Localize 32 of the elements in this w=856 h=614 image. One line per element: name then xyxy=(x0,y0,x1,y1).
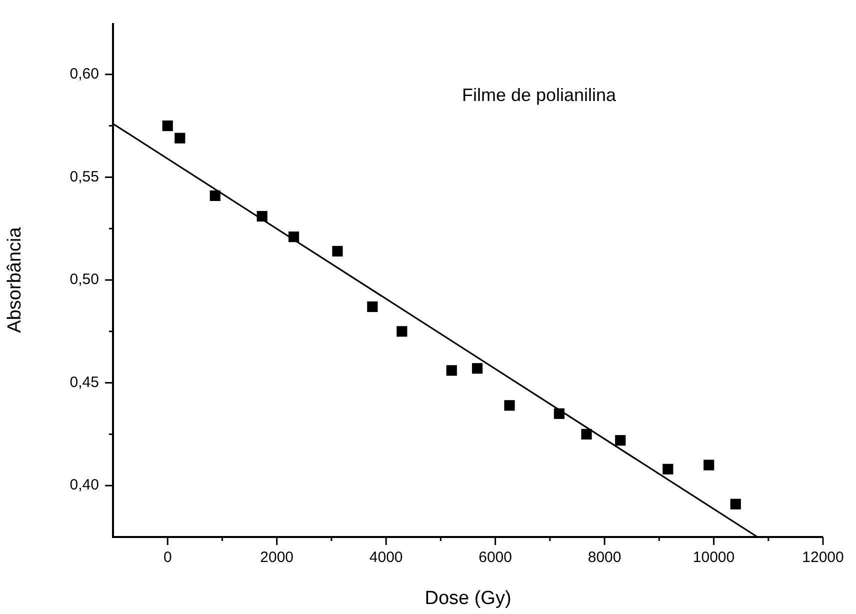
point xyxy=(288,232,300,242)
point xyxy=(504,400,515,411)
point xyxy=(615,435,626,446)
point xyxy=(704,460,714,470)
y-tick-label: 0,55 xyxy=(70,168,99,186)
point xyxy=(256,210,268,222)
x-tick-label: 10000 xyxy=(692,549,735,566)
x-tick-label: 6000 xyxy=(478,549,512,566)
y-axis-title: Absorbância xyxy=(4,226,26,333)
point xyxy=(332,246,343,257)
x-axis-title: Dose (Gy) xyxy=(424,588,512,609)
point xyxy=(730,498,741,510)
y-tick-label: 0,45 xyxy=(70,374,99,391)
point xyxy=(446,365,457,376)
y-tick-label: 0,50 xyxy=(70,271,99,288)
x-tick-label: 0 xyxy=(163,549,172,566)
y-tick-label: 0,40 xyxy=(70,476,99,494)
x-tick-label: 4000 xyxy=(369,549,403,566)
point xyxy=(367,301,378,312)
point xyxy=(396,326,408,337)
point xyxy=(174,132,186,144)
text: Filme de polianilina xyxy=(462,84,618,105)
y-tick-label: 0,60 xyxy=(70,66,99,83)
point xyxy=(581,428,592,440)
x-tick-label: 8000 xyxy=(588,549,622,566)
point xyxy=(554,408,565,419)
point xyxy=(162,120,173,132)
point xyxy=(662,464,674,474)
x-tick-label: 2000 xyxy=(260,549,294,566)
x-tick-label: 12000 xyxy=(802,549,844,566)
point xyxy=(210,190,220,202)
point xyxy=(472,363,483,374)
